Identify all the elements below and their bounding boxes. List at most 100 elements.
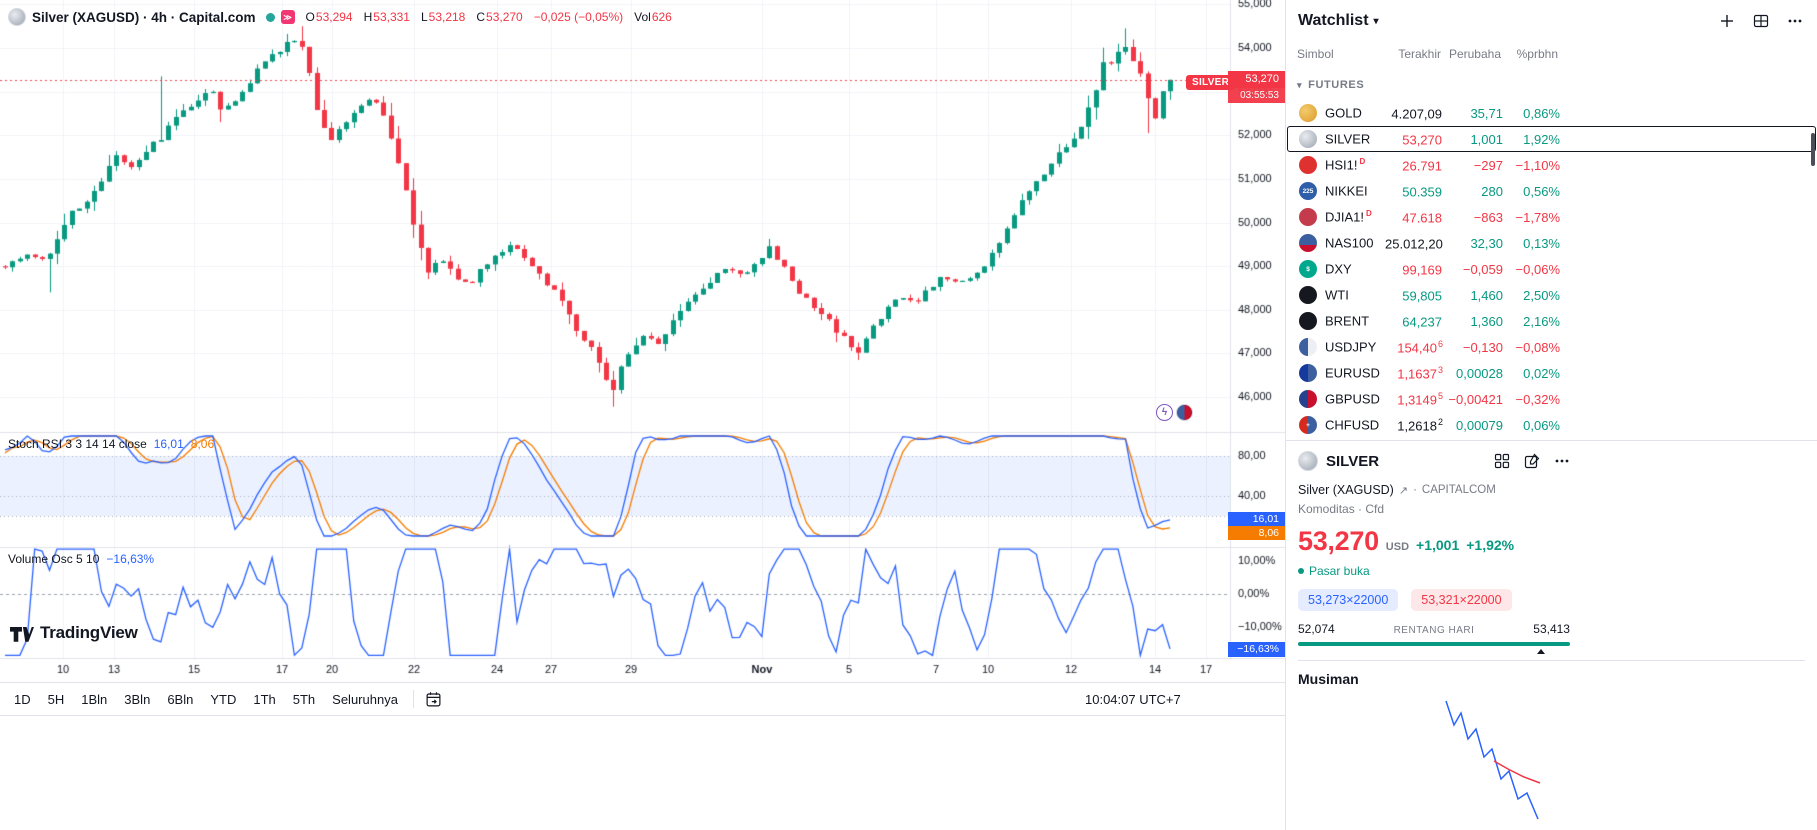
last-price-label: 53,270 bbox=[1228, 71, 1285, 88]
last-price-text: 4.207,09 bbox=[1391, 106, 1442, 122]
watchlist-row[interactable]: DJIA1! D 47.618 −863 −1,78% bbox=[1287, 204, 1816, 230]
symbol-apps-button[interactable] bbox=[1494, 453, 1510, 469]
watchlist-last-price: 50.359 bbox=[1385, 183, 1443, 199]
watchlist-change: −863 bbox=[1473, 209, 1503, 225]
watchlist-last-price: 1,31495 bbox=[1385, 391, 1443, 407]
change-value: −0,025 (−0,05%) bbox=[533, 10, 624, 24]
timeframe-button[interactable]: 1D bbox=[6, 688, 39, 711]
market-open-dot-icon bbox=[1298, 568, 1304, 574]
watchlist-row[interactable]: NAS100 25.012,20 32,30 0,13% bbox=[1287, 230, 1816, 256]
silver-icon bbox=[8, 8, 26, 26]
timeframe-button[interactable]: YTD bbox=[202, 688, 244, 711]
flags-icon[interactable] bbox=[1176, 404, 1193, 421]
timeframe-button[interactable]: 1Bln bbox=[73, 688, 115, 711]
range-marker bbox=[1536, 649, 1545, 654]
symbol-icon bbox=[1299, 208, 1317, 226]
delayed-flag: D bbox=[1366, 209, 1372, 219]
detail-symbol[interactable]: SILVER bbox=[1326, 452, 1380, 470]
price-chart-canvas[interactable] bbox=[0, 0, 1285, 682]
symbol-icon-text: $ bbox=[1306, 265, 1310, 273]
column-symbol[interactable]: Simbol bbox=[1297, 47, 1334, 61]
watchlist-grid-button[interactable] bbox=[1753, 13, 1769, 29]
watchlist-selector[interactable]: Watchlist ▾ bbox=[1298, 12, 1379, 30]
stoch-k-axis-label: 16,01 bbox=[1228, 512, 1285, 526]
flash-icon[interactable]: ϟ bbox=[1156, 404, 1173, 421]
watchlist-row[interactable]: + CHFUSD 1,26182 0,00079 0,06% bbox=[1287, 412, 1816, 438]
ask-button[interactable]: 53,321×22000 bbox=[1411, 589, 1512, 611]
symbol-menu-button[interactable] bbox=[1554, 453, 1570, 469]
symbol-price-tag: SILVER bbox=[1186, 75, 1236, 90]
tradingview-logo-text: TradingView bbox=[40, 623, 138, 642]
seasonals-title[interactable]: Musiman bbox=[1298, 671, 1359, 687]
timeframe-button[interactable]: 5Th bbox=[285, 688, 323, 711]
watchlist-change: 1,460 bbox=[1470, 287, 1503, 303]
detail-header: SILVER bbox=[1298, 451, 1570, 471]
watchlist-row[interactable]: GBPUSD 1,31495 −0,00421 −0,32% bbox=[1287, 386, 1816, 412]
timeframe-button[interactable]: 5H bbox=[40, 688, 73, 711]
last-price-superscript: 3 bbox=[1437, 364, 1443, 375]
watchlist-row[interactable]: SILVER 53,270 1,001 1,92% bbox=[1287, 126, 1816, 152]
range-caption: RENTANG HARI bbox=[1393, 625, 1475, 636]
ohlc-pair: H 53,331 bbox=[364, 10, 410, 24]
watchlist-change-percent: −1,78% bbox=[1515, 209, 1560, 225]
watchlist-change-percent: −0,32% bbox=[1515, 391, 1560, 407]
symbol-name: BRENT bbox=[1325, 313, 1370, 329]
market-status-icon[interactable] bbox=[265, 12, 275, 22]
volume-osc-title[interactable]: Volume Osc 5 10 bbox=[8, 552, 100, 566]
last-price-text: 26.791 bbox=[1402, 158, 1442, 174]
watchlist-change-percent: −1,10% bbox=[1515, 157, 1560, 173]
symbol-icon: + bbox=[1299, 416, 1317, 434]
watchlist-change: 1,001 bbox=[1470, 131, 1503, 147]
watchlist-header: Watchlist ▾ bbox=[1286, 0, 1817, 42]
symbol-icon bbox=[1299, 156, 1317, 174]
symbol-full-name[interactable]: Silver (XAGUSD) bbox=[1298, 483, 1394, 497]
watchlist-row[interactable]: BRENT 64,237 1,360 2,16% bbox=[1287, 308, 1816, 334]
range-low: 52,074 bbox=[1298, 622, 1335, 636]
streaming-icon[interactable]: ≫ bbox=[280, 10, 295, 24]
ohlc-label: H bbox=[363, 10, 373, 24]
watchlist-row[interactable]: GOLD 4.207,09 35,71 0,86% bbox=[1287, 100, 1816, 126]
chart-legend: Silver (XAGUSD) · 4h · Capital.com ≫ O 53… bbox=[8, 8, 672, 26]
last-price-text: 25.012,20 bbox=[1385, 236, 1443, 252]
watchlist-last-price: 64,237 bbox=[1385, 313, 1443, 329]
ohlc-value: 53,294 bbox=[315, 10, 353, 24]
chart-bottom-toolbar: 1D 5H 1Bln 3Bln 6Bln YTD 1Th 5Th Seluruh… bbox=[0, 682, 1285, 716]
timeframe-button[interactable]: 1Th bbox=[245, 688, 283, 711]
go-to-date-button[interactable] bbox=[421, 689, 446, 710]
column-last[interactable]: Terakhir bbox=[1398, 47, 1441, 61]
watchlist-row[interactable]: USDJPY 154,406 −0,130 −0,08% bbox=[1287, 334, 1816, 360]
watchlist-row[interactable]: HSI1! D 26.791 −297 −1,10% bbox=[1287, 152, 1816, 178]
watchlist-menu-button[interactable] bbox=[1787, 13, 1803, 29]
watchlist-symbol: NIKKEI bbox=[1317, 183, 1385, 199]
watchlist-row[interactable]: $ DXY 99,169 −0,059 −0,06% bbox=[1287, 256, 1816, 282]
watchlist-last-price: 99,169 bbox=[1385, 261, 1443, 277]
timeframe-button[interactable]: 3Bln bbox=[116, 688, 158, 711]
watchlist-symbol: EURUSD bbox=[1317, 365, 1385, 381]
watchlist-section-futures[interactable]: ▾ FUTURES bbox=[1297, 74, 1805, 96]
watchlist-row[interactable]: EURUSD 1,16373 0,00028 0,02% bbox=[1287, 360, 1816, 386]
column-change[interactable]: Perubaha bbox=[1448, 47, 1501, 61]
last-price-text: 1,2618 bbox=[1397, 418, 1437, 434]
watchlist-row[interactable]: 225 NIKKEI 50.359 280 0,56% bbox=[1287, 178, 1816, 204]
chart-symbol-title[interactable]: Silver (XAGUSD) · 4h · Capital.com bbox=[32, 9, 256, 25]
bid-button[interactable]: 53,273×22000 bbox=[1298, 589, 1399, 611]
column-change-percent[interactable]: %prbhn bbox=[1516, 47, 1558, 61]
symbol-edit-button[interactable] bbox=[1524, 453, 1540, 469]
timeframe-button[interactable]: 6Bln bbox=[159, 688, 201, 711]
watchlist-change-percent: 0,56% bbox=[1523, 183, 1560, 199]
symbol-name: NAS100 bbox=[1325, 235, 1374, 251]
watchlist-scrollbar[interactable] bbox=[1811, 133, 1815, 166]
stoch-rsi-title[interactable]: Stoch RSI 3 3 14 14 close bbox=[8, 437, 147, 451]
tradingview-logo[interactable]: TradingView bbox=[10, 623, 138, 643]
detail-last-price: 53,270 bbox=[1298, 526, 1379, 556]
watchlist-header-icons bbox=[1719, 13, 1803, 29]
timeframe-button[interactable]: Seluruhnya bbox=[324, 688, 406, 711]
watchlist-row[interactable]: WTI 59,805 1,460 2,50% bbox=[1287, 282, 1816, 308]
clock[interactable]: 10:04:07 UTC+7 bbox=[1085, 691, 1181, 707]
symbol-icon bbox=[1299, 234, 1317, 252]
last-price-text: 50.359 bbox=[1402, 184, 1442, 200]
external-link-icon[interactable]: ↗ bbox=[1398, 484, 1409, 497]
add-symbol-button[interactable] bbox=[1719, 13, 1735, 29]
symbol-name: CHFUSD bbox=[1325, 417, 1380, 433]
watchlist-title: Watchlist bbox=[1298, 12, 1369, 29]
